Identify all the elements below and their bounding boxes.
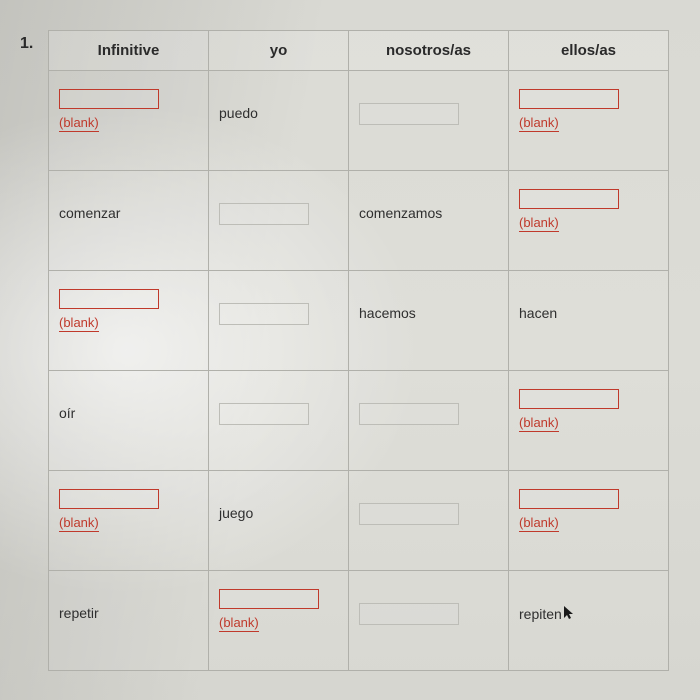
- cell-text: comenzar: [59, 181, 198, 221]
- table-cell: [209, 271, 349, 371]
- table-cell: (blank): [49, 471, 209, 571]
- blank-label: (blank): [219, 615, 259, 632]
- blank-input[interactable]: (blank): [219, 589, 319, 632]
- blank-label: (blank): [59, 115, 99, 132]
- blank-box[interactable]: [519, 489, 619, 509]
- ghost-input[interactable]: [359, 403, 459, 425]
- blank-box[interactable]: [59, 489, 159, 509]
- table-cell: oír: [49, 371, 209, 471]
- table-cell: [349, 571, 509, 671]
- col-header: yo: [209, 31, 349, 71]
- blank-input[interactable]: (blank): [59, 289, 159, 332]
- blank-label: (blank): [519, 415, 559, 432]
- blank-box[interactable]: [59, 89, 159, 109]
- ghost-input[interactable]: [359, 603, 459, 625]
- table-cell: hacemos: [349, 271, 509, 371]
- table-cell: (blank): [509, 71, 669, 171]
- blank-label: (blank): [519, 515, 559, 532]
- table-row: comenzar comenzamos (blank): [49, 171, 669, 271]
- table-cell: (blank): [209, 571, 349, 671]
- col-header: nosotros/as: [349, 31, 509, 71]
- ghost-input[interactable]: [219, 403, 309, 425]
- table-row: (blank) hacemos hacen: [49, 271, 669, 371]
- blank-box[interactable]: [219, 589, 319, 609]
- table-cell: [349, 71, 509, 171]
- table-row: oír (blank): [49, 371, 669, 471]
- cell-text: hacen: [519, 281, 658, 321]
- table-cell: (blank): [509, 471, 669, 571]
- cell-text: comenzamos: [359, 181, 498, 221]
- table-cell: comenzar: [49, 171, 209, 271]
- cell-text: puedo: [219, 81, 338, 121]
- ghost-input[interactable]: [219, 303, 309, 325]
- table-cell: repetir: [49, 571, 209, 671]
- cell-text: juego: [219, 481, 338, 521]
- cell-text: repetir: [59, 581, 198, 621]
- blank-box[interactable]: [59, 289, 159, 309]
- blank-input[interactable]: (blank): [59, 489, 159, 532]
- blank-input[interactable]: (blank): [519, 189, 619, 232]
- table-cell: puedo: [209, 71, 349, 171]
- cell-text: hacemos: [359, 281, 498, 321]
- conjugation-table: Infinitive yo nosotros/as ellos/as (blan…: [48, 30, 669, 671]
- table-cell: (blank): [49, 71, 209, 171]
- page: 1. Infinitive yo nosotros/as ellos/as (b…: [0, 0, 700, 700]
- blank-input[interactable]: (blank): [519, 89, 619, 132]
- cell-text: oír: [59, 381, 198, 421]
- cell-text: repiten: [519, 581, 658, 622]
- col-header: ellos/as: [509, 31, 669, 71]
- table-row: (blank) puedo (blank): [49, 71, 669, 171]
- table-header-row: Infinitive yo nosotros/as ellos/as: [49, 31, 669, 71]
- blank-input[interactable]: (blank): [519, 489, 619, 532]
- cursor-icon: [564, 606, 574, 623]
- table-cell: hacen: [509, 271, 669, 371]
- table-cell: [349, 471, 509, 571]
- ghost-input[interactable]: [219, 203, 309, 225]
- blank-input[interactable]: (blank): [519, 389, 619, 432]
- blank-label: (blank): [59, 315, 99, 332]
- table-cell: [209, 371, 349, 471]
- table-cell: (blank): [509, 371, 669, 471]
- table-cell: [349, 371, 509, 471]
- ghost-input[interactable]: [359, 103, 459, 125]
- table-cell: comenzamos: [349, 171, 509, 271]
- table-cell: repiten: [509, 571, 669, 671]
- blank-box[interactable]: [519, 189, 619, 209]
- blank-label: (blank): [519, 215, 559, 232]
- col-header: Infinitive: [49, 31, 209, 71]
- blank-box[interactable]: [519, 89, 619, 109]
- table-cell: juego: [209, 471, 349, 571]
- ghost-input[interactable]: [359, 503, 459, 525]
- blank-label: (blank): [519, 115, 559, 132]
- table-row: (blank) juego (blank): [49, 471, 669, 571]
- blank-box[interactable]: [519, 389, 619, 409]
- table-cell: (blank): [509, 171, 669, 271]
- table-cell: [209, 171, 349, 271]
- blank-label: (blank): [59, 515, 99, 532]
- table-row: repetir (blank) repiten: [49, 571, 669, 671]
- question-number: 1.: [20, 35, 33, 53]
- table-cell: (blank): [49, 271, 209, 371]
- blank-input[interactable]: (blank): [59, 89, 159, 132]
